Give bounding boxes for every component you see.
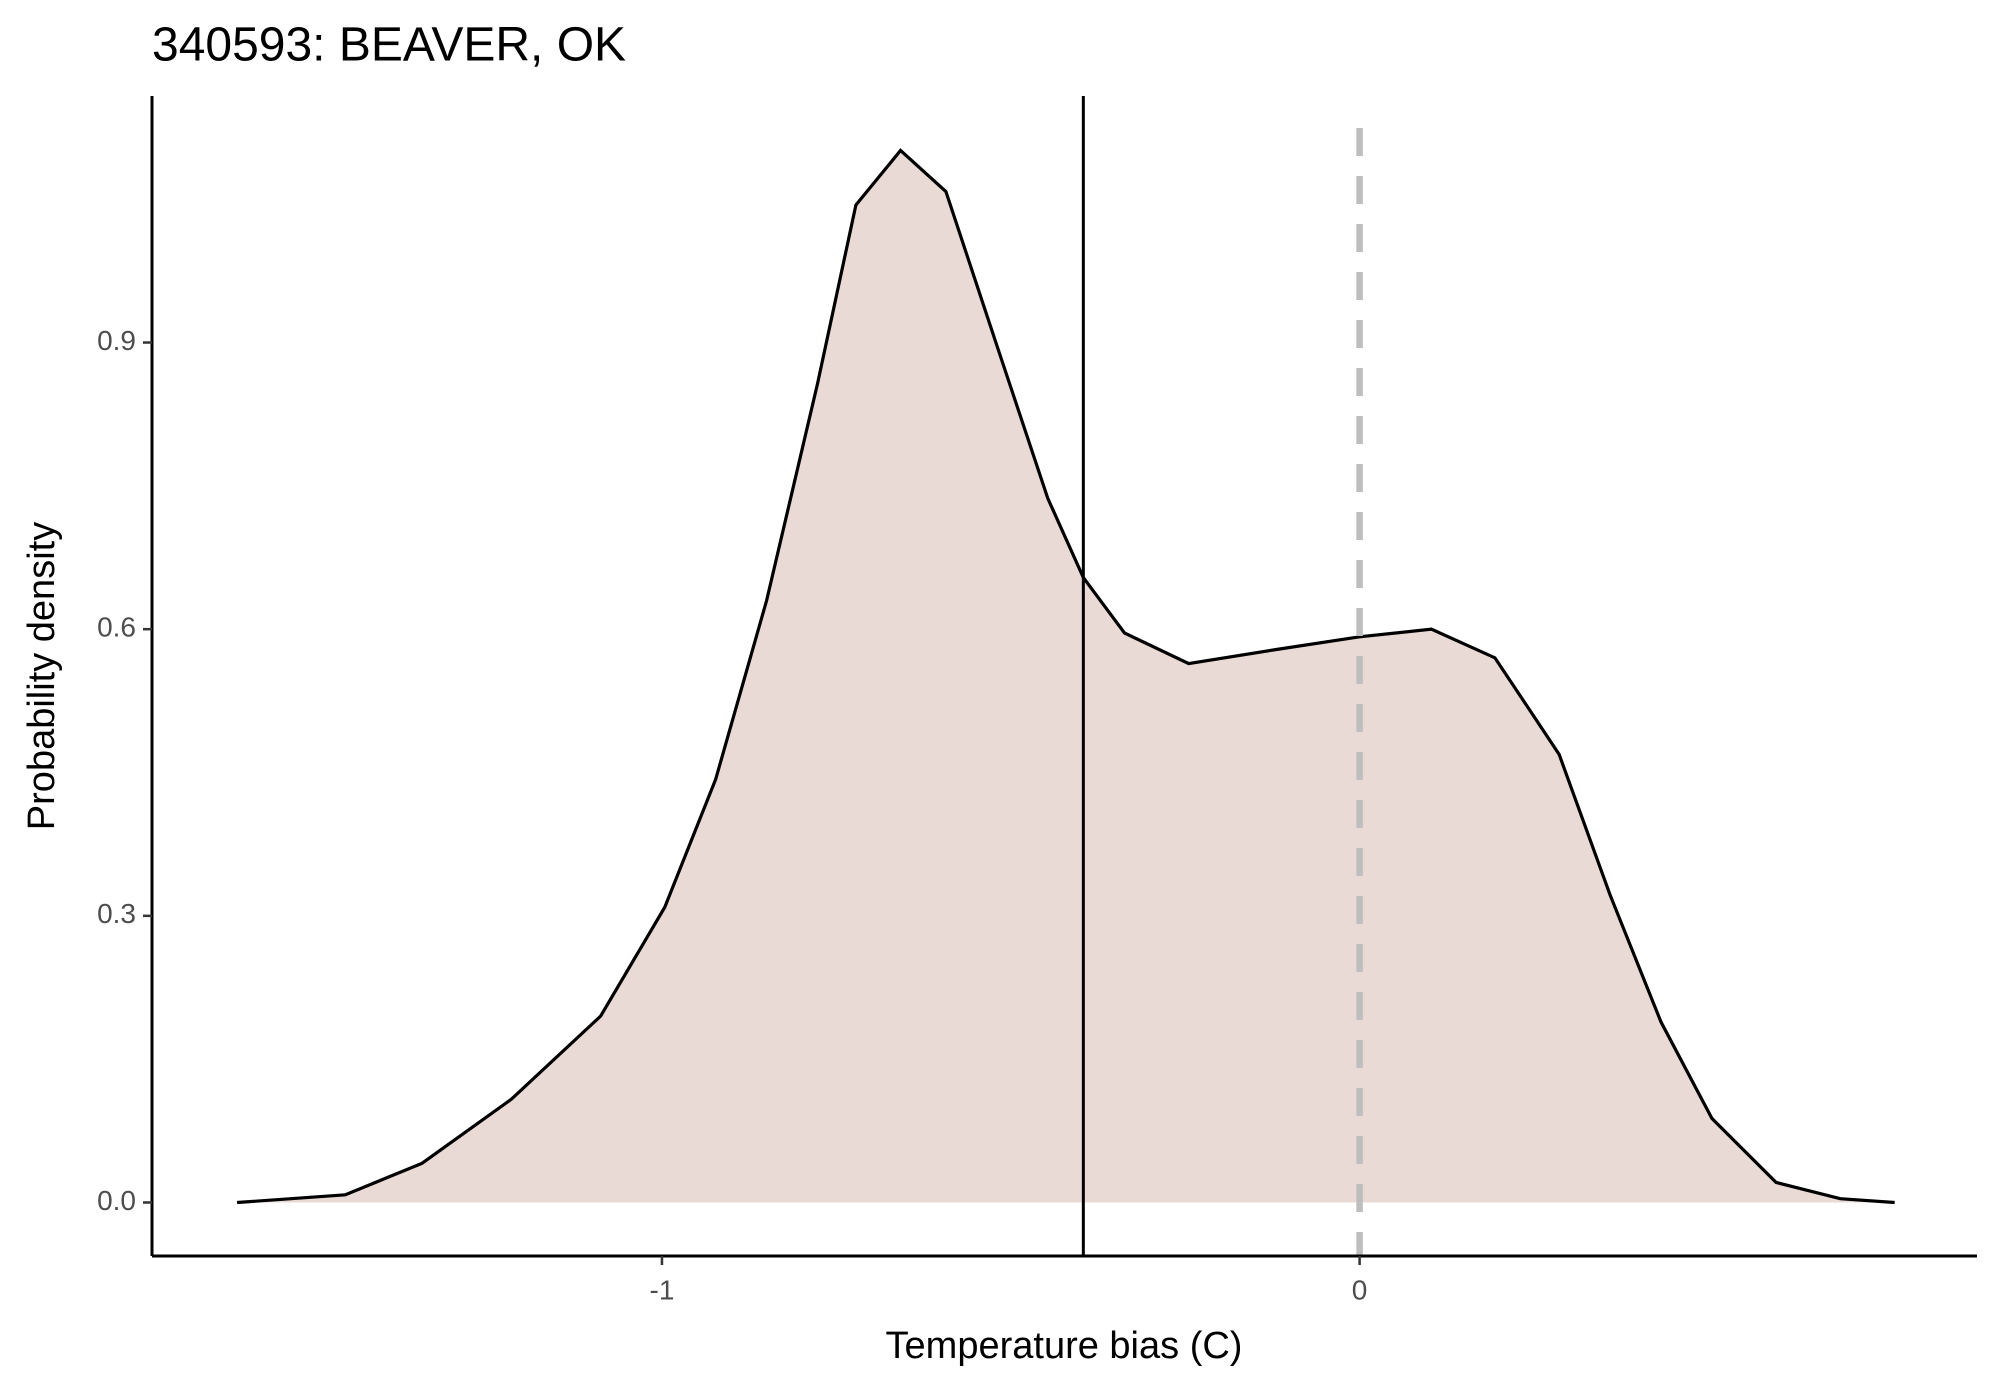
y-tick-label: 0.3 xyxy=(97,898,136,929)
density-line xyxy=(236,148,1895,1205)
x-axis-label: Temperature bias (C) xyxy=(886,1325,1243,1367)
x-tick-label: 0 xyxy=(1352,1274,1368,1305)
y-tick-label: 0.6 xyxy=(97,612,136,643)
density-area xyxy=(237,150,1895,1203)
y-tick-label: 0.9 xyxy=(97,325,136,356)
y-tick-label: 0.0 xyxy=(97,1185,136,1216)
y-axis-label: Probability density xyxy=(21,522,63,830)
chart-title: 340593: BEAVER, OK xyxy=(152,19,626,72)
x-tick-label: -1 xyxy=(650,1274,675,1305)
